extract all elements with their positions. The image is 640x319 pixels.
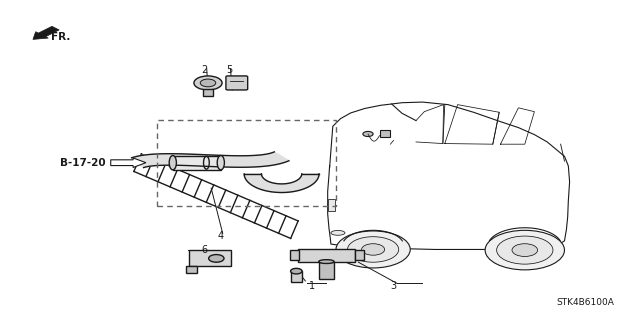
Ellipse shape: [331, 230, 345, 235]
Bar: [298, 249, 355, 262]
Text: STK4B6100A: STK4B6100A: [557, 298, 614, 307]
Ellipse shape: [169, 155, 177, 170]
Text: 6: 6: [202, 245, 208, 256]
Ellipse shape: [217, 155, 225, 170]
Text: 3: 3: [390, 280, 397, 291]
Circle shape: [497, 236, 553, 264]
Bar: [380, 130, 390, 137]
Circle shape: [363, 131, 373, 137]
Bar: [290, 250, 299, 260]
FancyArrow shape: [33, 26, 59, 40]
Text: FR.: FR.: [51, 32, 70, 42]
Bar: [157, 120, 336, 206]
Ellipse shape: [291, 268, 302, 274]
Text: 4: 4: [218, 231, 224, 241]
Bar: [355, 250, 364, 260]
Bar: [186, 266, 197, 273]
Bar: [328, 199, 335, 211]
FancyBboxPatch shape: [226, 76, 248, 90]
Bar: [173, 156, 221, 170]
Polygon shape: [132, 152, 289, 167]
Circle shape: [209, 255, 224, 262]
Circle shape: [512, 244, 538, 256]
Text: 2: 2: [202, 65, 208, 75]
Bar: [291, 271, 302, 282]
Ellipse shape: [319, 260, 334, 263]
Text: 5: 5: [226, 65, 232, 75]
Circle shape: [200, 79, 216, 87]
Text: B-17-20: B-17-20: [60, 158, 106, 168]
Circle shape: [362, 244, 385, 255]
Circle shape: [348, 237, 399, 262]
Circle shape: [336, 231, 410, 268]
Polygon shape: [244, 174, 319, 192]
Bar: [203, 89, 213, 96]
FancyArrow shape: [111, 158, 146, 167]
Bar: [319, 262, 334, 279]
Bar: [189, 250, 231, 266]
Text: 1: 1: [309, 280, 316, 291]
Circle shape: [194, 76, 222, 90]
Circle shape: [485, 230, 564, 270]
